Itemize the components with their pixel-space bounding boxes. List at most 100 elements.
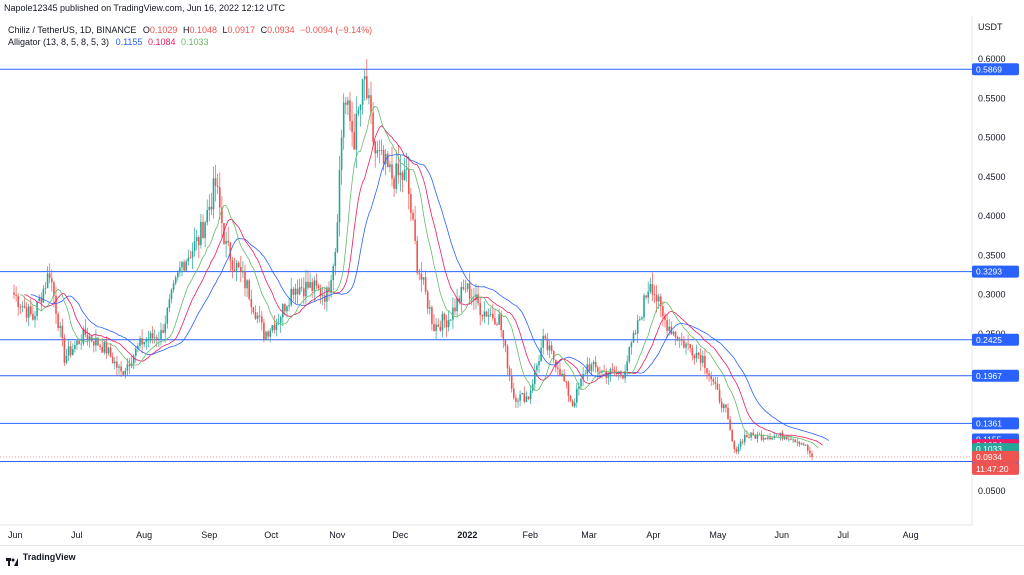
- candle-body: [244, 271, 246, 289]
- footer-brand[interactable]: TradingView: [22, 552, 76, 562]
- candle-body: [149, 333, 152, 341]
- candle-body: [13, 292, 15, 295]
- candle-body: [141, 338, 143, 345]
- time-tick-label: Apr: [646, 530, 660, 540]
- candle-body: [202, 221, 204, 238]
- tradingview-logo-icon[interactable]: [6, 553, 18, 567]
- candle-body: [802, 443, 805, 446]
- candle-body: [502, 330, 505, 340]
- candle-body: [153, 337, 156, 339]
- time-tick-label: Mar: [581, 530, 597, 540]
- candle-body: [78, 340, 80, 345]
- candle-body: [408, 168, 410, 195]
- candle-body: [219, 187, 221, 208]
- legend-symbol[interactable]: Chiliz / TetherUS, 1D, BINANCE: [8, 25, 137, 35]
- candle-body: [271, 325, 274, 331]
- candle-body: [781, 432, 784, 440]
- candle-body: [19, 306, 22, 308]
- candle-body: [135, 348, 137, 356]
- candle-body: [563, 373, 565, 382]
- footer: TradingView: [0, 545, 1024, 568]
- candle-body: [422, 277, 425, 280]
- candle-body: [681, 338, 683, 341]
- candle-body: [735, 449, 738, 452]
- candle-body: [116, 361, 118, 368]
- candle-body: [399, 172, 402, 176]
- countdown-text: 11:47:20: [976, 464, 1009, 474]
- candle-body: [477, 294, 479, 304]
- candle-body: [80, 343, 82, 345]
- candle-body: [534, 370, 536, 385]
- candle-body: [380, 149, 383, 151]
- price-tick-label: 0.3500: [978, 250, 1006, 260]
- candle-body: [445, 320, 448, 328]
- candle-body: [263, 322, 265, 340]
- candle-body: [450, 319, 452, 321]
- candle-body: [481, 314, 484, 317]
- candle-body: [452, 307, 454, 320]
- candle-body: [347, 100, 349, 105]
- candle-body: [294, 288, 297, 295]
- candle-body: [221, 207, 223, 224]
- candle-body: [582, 373, 584, 379]
- candle-body: [124, 370, 127, 375]
- candle-body: [544, 335, 547, 339]
- indicator-tag: [972, 450, 1019, 463]
- candle-body: [72, 349, 74, 355]
- price-chart[interactable]: USDT 0.6000 0.5500 0.5000 0.4500 0.4000 0.350…: [0, 16, 1024, 545]
- candle-body: [191, 250, 194, 258]
- candle-body: [17, 296, 19, 307]
- candle-body: [206, 209, 208, 223]
- candle-body: [760, 434, 763, 440]
- candle-body: [492, 314, 494, 319]
- candle-body: [103, 341, 106, 353]
- candle-body: [193, 241, 196, 251]
- candle-body: [710, 375, 712, 380]
- candle-body: [242, 271, 244, 273]
- candle-body: [443, 313, 446, 321]
- candle-body: [118, 366, 120, 368]
- candle-body: [160, 330, 162, 339]
- candle-body: [576, 388, 578, 403]
- attribution-header: Napole12345 published on TradingView.com…: [4, 3, 286, 13]
- legend-high-label: H: [182, 25, 190, 35]
- candle-body: [626, 361, 628, 372]
- candle-body: [351, 120, 353, 133]
- candle-body: [330, 280, 332, 292]
- candle-body: [668, 326, 670, 331]
- price-tick-label: 0.5000: [978, 133, 1006, 143]
- level-tag-text: 0.3293: [976, 267, 1002, 277]
- candle-body: [458, 298, 460, 303]
- candle-body: [349, 100, 351, 121]
- candle-body: [435, 324, 437, 331]
- candle-body: [183, 262, 185, 271]
- level-tag: [972, 417, 1019, 430]
- candle-body: [567, 382, 570, 396]
- candle-body: [145, 340, 148, 342]
- candle-body: [216, 185, 219, 188]
- candle-body: [321, 295, 324, 297]
- candle-body: [227, 240, 229, 243]
- candle-body: [315, 280, 318, 286]
- legend-lips: 0.1033: [181, 37, 209, 47]
- candle-body: [286, 306, 288, 312]
- candle-body: [725, 404, 727, 408]
- candle-body: [27, 306, 30, 318]
- time-tick-label: Jun: [775, 530, 790, 540]
- candle-body: [181, 262, 183, 268]
- candle-body: [40, 297, 43, 303]
- candle-body: [107, 347, 110, 354]
- candle-body: [151, 333, 154, 339]
- candle-body: [237, 262, 240, 267]
- candle-body: [122, 371, 124, 375]
- candle-body: [166, 308, 169, 324]
- candle-body: [235, 262, 238, 271]
- candle-body: [498, 314, 500, 325]
- candle-body: [162, 330, 164, 333]
- price-tick-label: 0.4000: [978, 211, 1006, 221]
- candle-body: [645, 295, 647, 298]
- candle-body: [706, 368, 708, 374]
- candle-body: [256, 315, 259, 319]
- legend-indicator[interactable]: Alligator (13, 8, 5, 8, 5, 3): [8, 37, 110, 47]
- candle-body: [111, 356, 114, 364]
